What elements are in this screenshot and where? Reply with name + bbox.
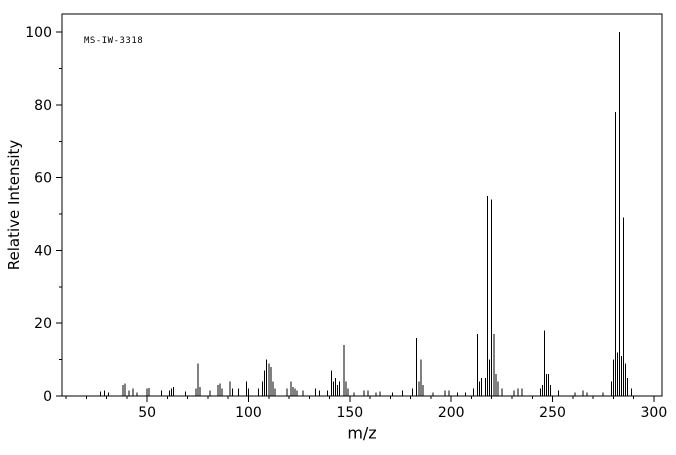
- tick-label: 200: [438, 405, 465, 421]
- tick-label: 100: [235, 405, 262, 421]
- tick-label: 80: [34, 98, 52, 114]
- tick-label: 300: [641, 405, 668, 421]
- y-axis-title: Relative Intensity: [5, 139, 23, 271]
- spectrum-id-label: MS-IW-3318: [84, 36, 144, 46]
- tick-label: 150: [336, 405, 363, 421]
- tick-label: 250: [539, 405, 566, 421]
- tick-label: 40: [34, 243, 52, 259]
- tick-label: 0: [43, 389, 52, 405]
- tick-label: 100: [25, 25, 52, 41]
- plot-frame: [61, 13, 663, 397]
- tick-label: 50: [138, 405, 156, 421]
- x-axis-title: m/z: [347, 423, 377, 443]
- tick-label: 20: [34, 316, 52, 332]
- tick-label: 60: [34, 171, 52, 187]
